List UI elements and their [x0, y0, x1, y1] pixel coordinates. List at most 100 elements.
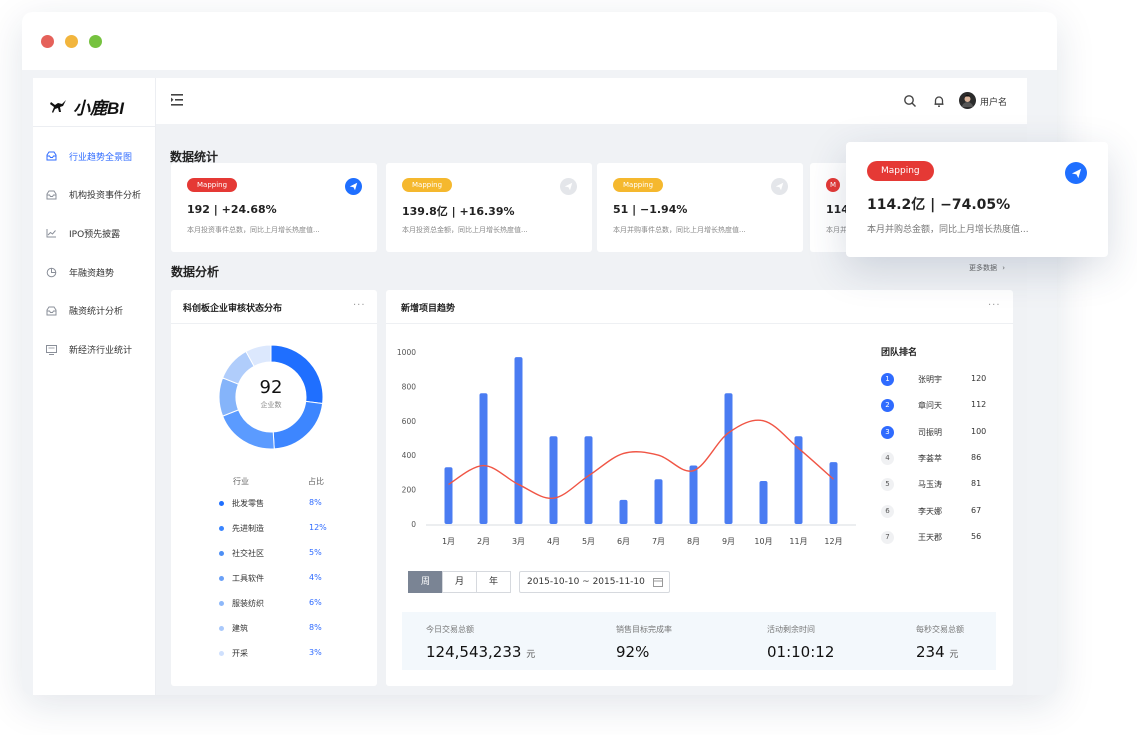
legend-dot	[219, 601, 224, 606]
bar[interactable]	[444, 467, 453, 524]
stat-value: 139.8亿 | +16.39%	[402, 205, 515, 218]
mapping-badge: Mapping	[867, 161, 934, 181]
bar[interactable]	[514, 357, 523, 524]
bar[interactable]	[479, 393, 488, 524]
bar[interactable]	[549, 436, 558, 524]
x-tick-label: 4月	[547, 537, 560, 546]
bar[interactable]	[584, 436, 593, 524]
legend-row: 工具软件 4%	[171, 572, 376, 586]
ranking-row[interactable]: 1 张明宇 120	[881, 372, 1001, 388]
period-tab[interactable]: 周	[408, 571, 443, 593]
legend-row: 先进制造 12%	[171, 522, 376, 536]
rank-name: 张明宇	[918, 375, 942, 384]
mapping-badge: Mapping	[613, 178, 664, 192]
stat-card[interactable]: Mapping 139.8亿 | +16.39% 本月投资总金额，同比上月增长热度值…	[386, 163, 592, 252]
send-button[interactable]	[771, 178, 788, 195]
y-tick-label: 200	[402, 486, 417, 495]
trend-chart: 0 200 400 600 800 1000 1月 2月 3月 4月 5月 6月 7月 8月 9月 10月 11…	[397, 348, 856, 546]
send-button[interactable]	[1065, 162, 1087, 184]
rank-value: 86	[971, 452, 982, 462]
sidebar-item-1[interactable]: 行业趋势全景图	[33, 143, 156, 169]
period-tab[interactable]: 月	[442, 571, 477, 593]
legend-row: 开采 3%	[171, 647, 376, 661]
rank-number: 2	[881, 399, 894, 413]
sidebar-item-3[interactable]: IPO预先披露	[33, 220, 156, 246]
bar[interactable]	[829, 462, 838, 524]
donut-slice[interactable]	[222, 409, 275, 450]
inbox-icon	[45, 150, 57, 162]
bar[interactable]	[619, 499, 628, 524]
kpi-number: 234	[916, 643, 945, 661]
bar[interactable]	[724, 393, 733, 524]
stat-card-partial[interactable]: M 114. 本月并	[810, 163, 853, 252]
bar[interactable]	[654, 479, 663, 524]
x-tick-label: 3月	[512, 537, 525, 546]
x-tick-label: 7月	[652, 537, 665, 546]
kpi-number: 124,543,233	[426, 643, 522, 661]
donut-slice[interactable]	[245, 344, 272, 368]
period-tab[interactable]: 年	[476, 571, 511, 593]
rank-name: 李荟萃	[918, 453, 942, 463]
kpi-unit: 元	[949, 650, 959, 660]
legend-share: 8%	[309, 498, 322, 507]
menu-fold-icon[interactable]	[171, 94, 185, 106]
send-icon	[775, 182, 784, 191]
rank-number: 5	[881, 478, 894, 492]
logo[interactable]: 小鹿BI	[49, 94, 124, 118]
legend-row: 建筑 8%	[171, 622, 376, 636]
mapping-badge: M	[826, 178, 841, 192]
donut-slice[interactable]	[218, 377, 240, 417]
send-button[interactable]	[345, 178, 362, 195]
bar[interactable]	[689, 465, 698, 524]
sidebar-item-6[interactable]: 新经济行业统计	[33, 337, 156, 363]
ranking-row[interactable]: 6 李天娜 67	[881, 504, 1001, 520]
bar[interactable]	[759, 481, 768, 524]
ranking-row[interactable]: 5 马玉涛 81	[881, 477, 1001, 493]
avatar[interactable]	[959, 92, 976, 109]
sidebar-item-4[interactable]: 年融资趋势	[33, 259, 156, 285]
kpi-strip: 今日交易总额 124,543,233 元 销售目标完成率 92% 活动剩余时间 01:1…	[402, 612, 996, 670]
legend-dot	[219, 501, 224, 506]
send-icon	[349, 182, 358, 191]
legend-name: 批发零售	[232, 499, 264, 508]
ranking-row[interactable]: 2 章问天 112	[881, 398, 1001, 414]
username[interactable]: 用户名	[980, 98, 1008, 108]
floating-stat-card[interactable]: Mapping 114.2亿 | −74.05% 本月并购总金额，同比上月增长热…	[846, 142, 1108, 257]
maximize-window-button[interactable]	[89, 35, 102, 48]
legend-share: 8%	[309, 623, 322, 632]
ranking-row[interactable]: 4 李荟萃 86	[881, 451, 1001, 467]
stat-desc: 本月投资事件总数，同比上月增长热度值...	[187, 226, 320, 234]
bell-icon[interactable]	[932, 94, 946, 108]
stat-card[interactable]: Mapping 51 | −1.94% 本月并购事件总数，同比上月增长热度值...	[597, 163, 803, 252]
rank-name: 司振明	[918, 427, 942, 437]
col-share-header: 占比	[308, 477, 324, 486]
x-tick-label: 11月	[789, 537, 807, 546]
logo-divider	[33, 126, 156, 127]
stat-card[interactable]: Mapping 192 | +24.68% 本月投资事件总数，同比上月增长热度值..…	[171, 163, 377, 252]
legend-name: 开采	[232, 649, 248, 658]
sidebar-item-5[interactable]: 融资统计分析	[33, 298, 156, 324]
date-range-picker[interactable]: 2015-10-10 ~ 2015-11-10	[519, 571, 670, 593]
search-icon[interactable]	[903, 94, 917, 108]
close-window-button[interactable]	[41, 35, 54, 48]
ranking-row[interactable]: 3 司振明 100	[881, 425, 1001, 441]
more-dots-icon[interactable]: ···	[353, 300, 366, 311]
rank-value: 67	[971, 505, 982, 515]
send-button[interactable]	[560, 178, 577, 195]
more-data-link[interactable]: 更多数据 ›	[969, 263, 1005, 273]
more-dots-icon[interactable]: ···	[988, 300, 1001, 311]
sidebar: 小鹿BI 行业趋势全景图 机构投资事件分析 IPO预先披露 年融资趋势融资统计分析 新经…	[33, 78, 156, 695]
ranking-row[interactable]: 7 王天郡 56	[881, 530, 1001, 546]
floating-stat-value: 114.2亿 | −74.05%	[867, 197, 1011, 213]
legend-name: 工具软件	[232, 574, 264, 583]
rank-number: 3	[881, 425, 894, 439]
sidebar-item-2[interactable]: 机构投资事件分析	[33, 182, 156, 208]
trend-line[interactable]	[448, 419, 834, 499]
legend-dot	[219, 576, 224, 581]
calendar-icon	[653, 578, 663, 587]
kpi-label: 每秒交易总额	[916, 625, 964, 634]
rank-name: 马玉涛	[918, 480, 942, 490]
bar[interactable]	[794, 436, 803, 524]
minimize-window-button[interactable]	[65, 35, 78, 48]
x-tick-label: 1月	[442, 537, 455, 546]
